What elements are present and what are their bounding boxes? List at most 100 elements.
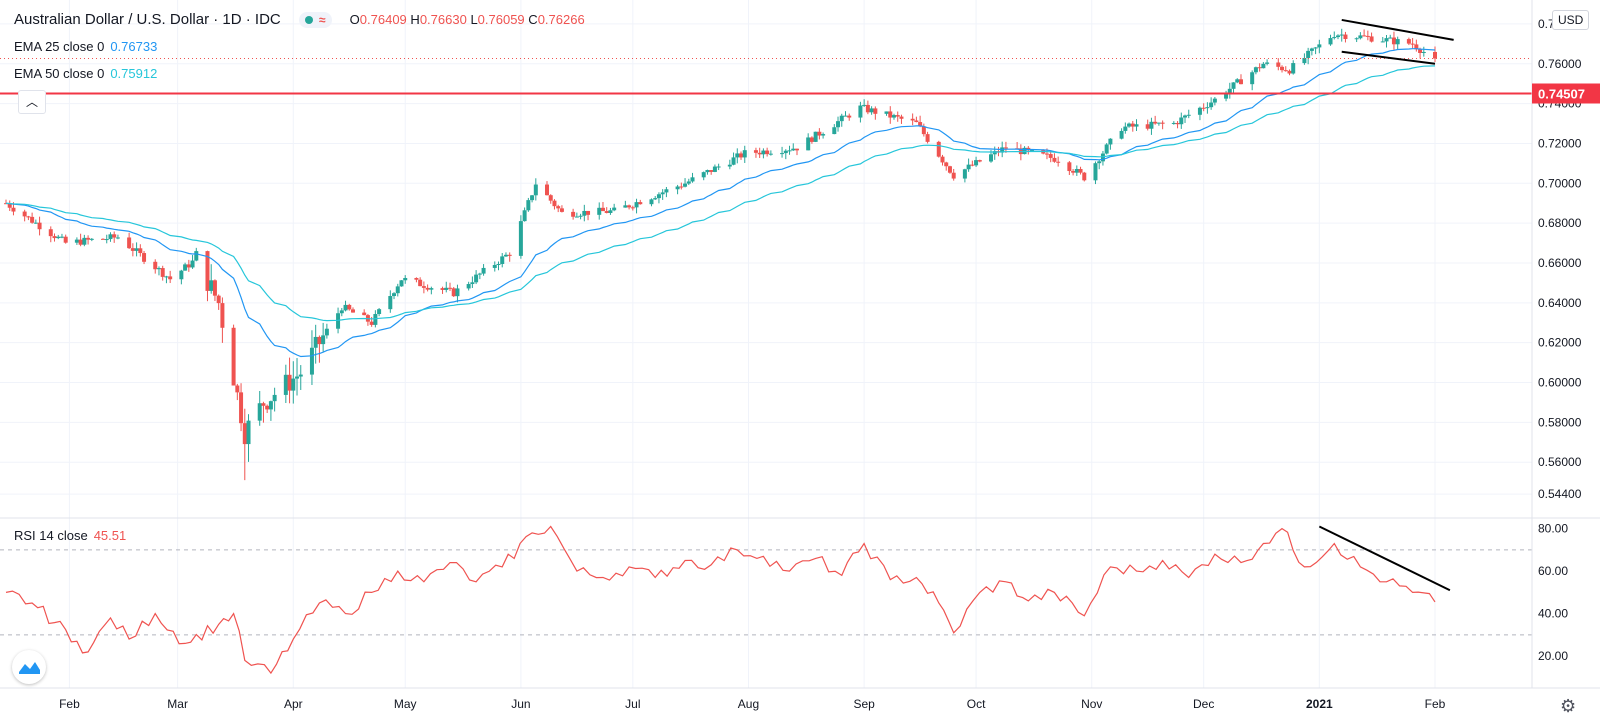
candle-body <box>492 264 497 268</box>
status-badges[interactable]: ≈ <box>298 12 332 29</box>
candle-body <box>1205 107 1210 109</box>
ema50-legend[interactable]: EMA 50 close 0 0.75912 <box>14 66 157 81</box>
candle-body <box>1354 38 1359 40</box>
candle-body <box>891 115 896 118</box>
price-axis-label: 0.64000 <box>1538 296 1582 310</box>
channel-upper-line[interactable] <box>1341 18 1454 41</box>
chevron-up-icon: ︿ <box>25 95 38 109</box>
candle-body <box>1130 123 1135 127</box>
currency-button[interactable]: USD <box>1552 10 1590 30</box>
rsi-axis-label: 40.00 <box>1538 607 1568 621</box>
candle-body <box>574 216 579 218</box>
rsi-line[interactable] <box>5 525 1436 675</box>
x-tick-label: Oct <box>967 697 986 711</box>
price-axis-label: 0.60000 <box>1538 376 1582 390</box>
ema50-line[interactable] <box>5 65 1436 322</box>
tradingview-logo-icon[interactable] <box>12 650 46 684</box>
candle-body <box>1287 70 1292 74</box>
candle-body <box>429 288 434 290</box>
candle-body <box>1238 79 1243 85</box>
candle-body <box>977 160 982 162</box>
ema25-line[interactable] <box>5 48 1436 358</box>
ema25-legend[interactable]: EMA 25 close 0 0.76733 <box>14 39 157 54</box>
candle-body <box>447 287 452 289</box>
price-axis-label: 0.62000 <box>1538 336 1582 350</box>
candle-body <box>1067 162 1072 172</box>
candle-body <box>313 336 318 348</box>
candle-body <box>649 199 654 205</box>
candle-body <box>1313 47 1318 49</box>
candle-body <box>843 115 848 117</box>
rsi-legend[interactable]: RSI 14 close 45.51 <box>14 528 126 543</box>
x-tick-label: Sep <box>853 697 875 711</box>
ema50-value: 0.75912 <box>110 66 158 81</box>
ema25-label: EMA 25 close 0 <box>14 39 105 54</box>
candle-body <box>7 203 12 208</box>
candle-body <box>1283 70 1288 72</box>
candle-body <box>26 216 31 218</box>
candle-body <box>522 210 527 222</box>
rsi-axis-label: 60.00 <box>1538 564 1568 578</box>
candle-body <box>373 314 378 325</box>
candle-body <box>1418 49 1423 53</box>
candle-body <box>153 261 158 270</box>
candle-body <box>168 276 173 280</box>
chart-grid <box>0 0 1532 688</box>
candle-body <box>1358 35 1363 39</box>
candle-body <box>481 267 486 274</box>
candle-body <box>500 256 505 264</box>
candle-body <box>716 166 721 168</box>
candle-body <box>1362 35 1367 37</box>
x-tick-label: Jul <box>625 697 640 711</box>
settings-gear-icon[interactable]: ⚙ <box>1560 696 1577 716</box>
candle-body <box>298 374 303 377</box>
candle-body <box>899 116 904 119</box>
channel-lower-line[interactable] <box>1341 50 1436 65</box>
candle-body <box>1306 50 1311 58</box>
candle-body <box>134 248 139 251</box>
candle-body <box>418 279 423 287</box>
candle-body <box>1212 98 1217 103</box>
candle-body <box>664 189 669 193</box>
candle-body <box>1078 168 1083 173</box>
candle-body <box>1388 37 1393 39</box>
candle-body <box>63 236 68 243</box>
candle-body <box>865 104 870 113</box>
candle-body <box>324 328 329 336</box>
candle-body <box>86 237 91 240</box>
candle-body <box>395 286 400 294</box>
candle-body <box>974 160 979 166</box>
candle-body <box>1056 161 1061 163</box>
close-value: 0.76266 <box>537 12 585 27</box>
price-axis-label: 0.70000 <box>1538 176 1582 190</box>
candle-body <box>1123 126 1128 131</box>
candle-body <box>246 420 251 445</box>
candle-body <box>22 211 27 217</box>
candle-body <box>768 153 773 155</box>
candle-body <box>403 277 408 281</box>
candle-body <box>33 222 38 224</box>
candle-body <box>295 376 300 379</box>
candle-body <box>556 206 561 209</box>
candle-body <box>627 205 632 208</box>
rsi-pane[interactable] <box>0 525 1532 675</box>
symbol-title[interactable]: Australian Dollar / U.S. Dollar · 1D · I… <box>14 11 281 28</box>
candle-body <box>679 186 684 188</box>
candle-body <box>1153 121 1158 124</box>
price-pane[interactable] <box>0 18 1532 481</box>
candle-body <box>545 184 550 196</box>
candle-body <box>1209 102 1214 108</box>
candle-body <box>343 304 348 311</box>
rsi-trendline[interactable] <box>1318 525 1451 592</box>
price-axis-label: 0.68000 <box>1538 216 1582 230</box>
rsi-axis-label: 20.00 <box>1538 649 1568 663</box>
candle-body <box>142 253 147 262</box>
candle-body <box>1257 67 1262 69</box>
candle-body <box>1250 72 1255 85</box>
collapse-legend-button[interactable]: ︿ <box>18 90 46 114</box>
candle-body <box>578 215 583 217</box>
candle-body <box>1280 66 1285 71</box>
price-axis-label: 0.54400 <box>1538 487 1582 501</box>
candle-body <box>265 405 270 410</box>
